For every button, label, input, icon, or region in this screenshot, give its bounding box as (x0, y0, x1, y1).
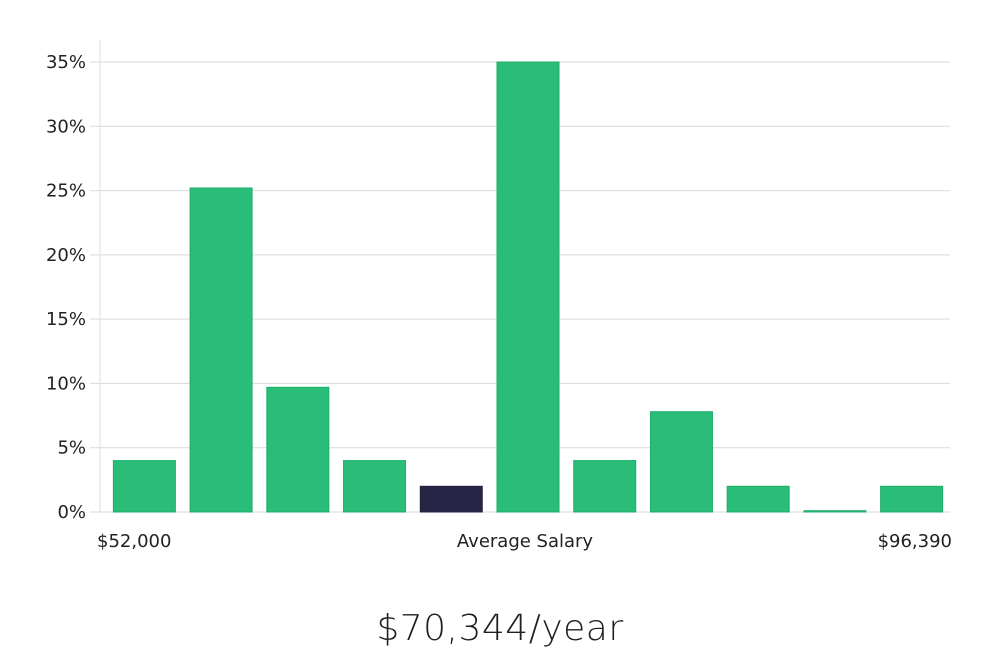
bar (266, 386, 330, 513)
bar (649, 411, 713, 513)
y-tick-label: 35% (46, 52, 86, 73)
y-tick-label: 10% (46, 373, 86, 394)
x-axis-title: Average Salary (457, 531, 594, 552)
bar (880, 485, 944, 513)
x-min-label: $52,000 (97, 531, 171, 552)
y-tick-label: 20% (46, 245, 86, 266)
y-tick-label: 25% (46, 181, 86, 202)
y-tick-label: 5% (57, 438, 86, 459)
bar (573, 460, 637, 513)
average-salary-value: $70,344/year (376, 608, 624, 649)
y-axis-ticks: 0% 5% 10% 15% 20% 25% 30% 35% (46, 52, 86, 523)
bar (803, 510, 867, 513)
bar (343, 460, 407, 513)
y-tick-label: 15% (46, 309, 86, 330)
salary-distribution-chart: 0% 5% 10% 15% 20% 25% 30% 35% $52,000 Average S… (46, 40, 952, 552)
y-tick-label: 0% (57, 502, 86, 523)
bar-highlight (419, 485, 483, 513)
bar (496, 61, 560, 513)
bar (112, 460, 176, 513)
bar (189, 187, 253, 513)
bars-layer (112, 61, 944, 513)
x-max-label: $96,390 (878, 531, 952, 552)
bar (726, 485, 790, 513)
y-tick-label: 30% (46, 116, 86, 137)
